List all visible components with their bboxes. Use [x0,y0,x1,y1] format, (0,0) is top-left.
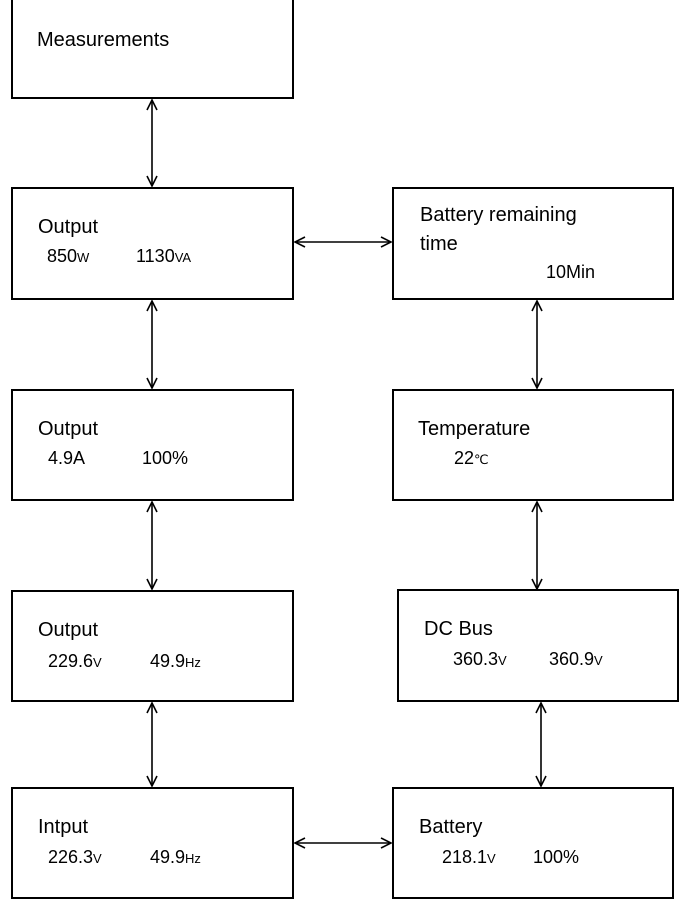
input-title: Intput [38,816,89,838]
battery-time-title-line2: time [420,233,458,255]
battery-voltage-unit: V [487,851,496,866]
battery-title: Battery [419,816,483,838]
output-voltage-value: 229.6 [48,651,94,671]
temperature-value: 22 [454,448,475,468]
output-frequency-value: 49.9 [150,651,186,671]
dc-bus-value2-number: 360.9 [549,649,595,669]
output-current-box[interactable]: Output 4.9A 100% [11,389,294,501]
measurements-title: Measurements [37,29,170,51]
input-frequency-unit: Hz [185,851,201,866]
dc-bus-value1-unit: V [498,653,507,668]
dc-bus-value2-unit: V [594,653,603,668]
output-va-value: 1130 [136,246,175,266]
output-current-title: Output [38,418,99,440]
temperature-box[interactable]: Temperature 22℃ [392,389,674,501]
output-va: 1130VA [136,245,191,269]
input-voltage-unit: V [93,851,102,866]
temperature-title: Temperature [418,418,531,440]
battery-time-value: 10Min [546,262,596,282]
input-voltage-value: 226.3 [48,847,94,867]
battery-time-box[interactable]: Battery remaining time 10Min [392,187,674,300]
temperature-reading: 22℃ [454,447,489,471]
input-frequency: 49.9Hz [150,846,201,870]
input-frequency-value: 49.9 [150,847,186,867]
output-watts-value: 850 [47,246,78,266]
dc-bus-value2: 360.9V [549,648,603,672]
battery-voltage: 218.1V [442,846,496,870]
temperature-unit: ℃ [474,452,489,467]
output-voltage: 229.6V [48,650,102,674]
dc-bus-box[interactable]: DC Bus 360.3V 360.9V [397,589,679,702]
output-voltage-box[interactable]: Output 229.6V 49.9Hz [11,590,294,702]
dc-bus-title: DC Bus [424,618,493,640]
measurements-box[interactable]: Measurements [11,0,294,99]
output-watts-unit: W [77,250,90,265]
output-power-title: Output [38,216,99,238]
dc-bus-value1-number: 360.3 [453,649,499,669]
output-voltage-unit: V [93,655,102,670]
output-frequency: 49.9Hz [150,650,201,674]
input-box[interactable]: Intput 226.3V 49.9Hz [11,787,294,899]
output-current-value: 4.9A [48,448,86,468]
output-frequency-unit: Hz [185,655,201,670]
battery-time-title-line1: Battery remaining [420,204,577,226]
battery-capacity: 100% [533,847,580,867]
output-voltage-title: Output [38,619,99,641]
output-va-unit: VA [174,250,192,265]
input-voltage: 226.3V [48,846,102,870]
output-watts: 850W [47,245,89,269]
output-load-value: 100% [142,448,189,468]
battery-box[interactable]: Battery 218.1V 100% [392,787,674,899]
battery-voltage-value: 218.1 [442,847,488,867]
dc-bus-value1: 360.3V [453,648,507,672]
output-power-box[interactable]: Output 850W 1130VA [11,187,294,300]
